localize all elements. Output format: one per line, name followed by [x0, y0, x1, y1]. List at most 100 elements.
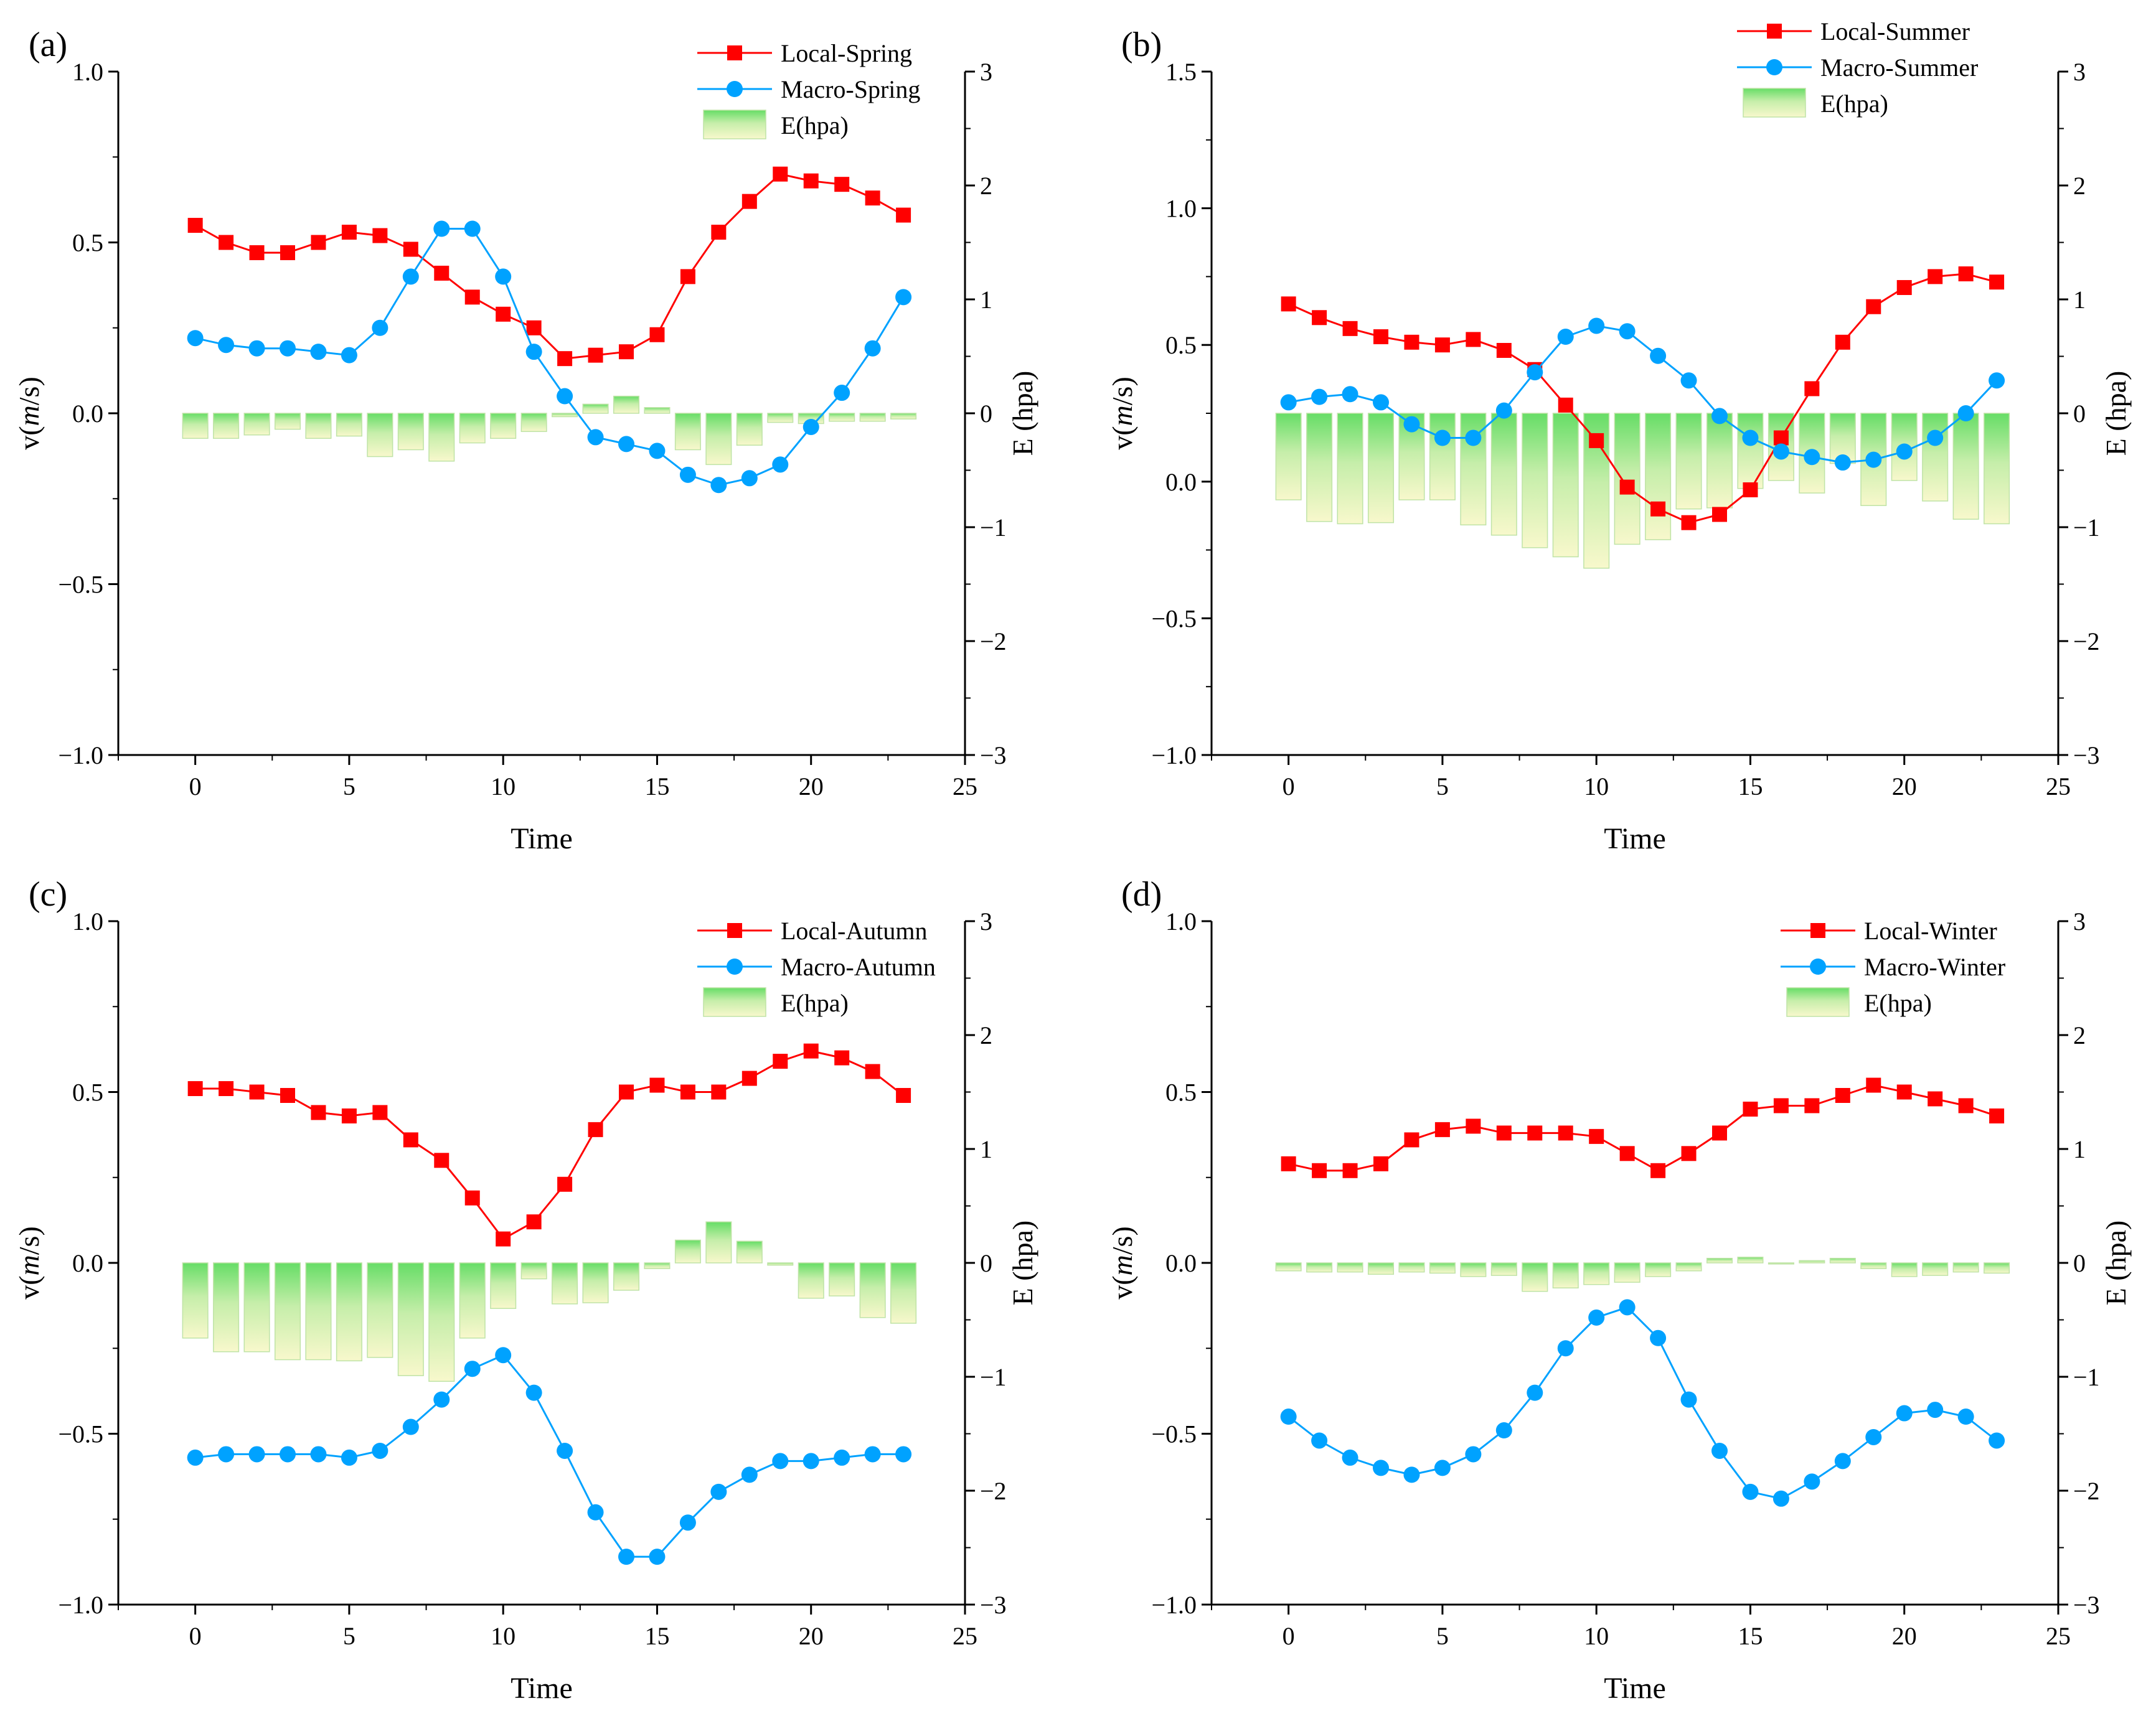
macro-point [803, 418, 819, 435]
y-tick-label: 0.5 [72, 1079, 103, 1107]
e-bar [890, 413, 917, 420]
e-bar [1860, 1262, 1887, 1269]
macro-point [710, 477, 727, 494]
local-point [434, 1153, 450, 1168]
local-point [741, 194, 757, 209]
panel-label: (d) [1121, 875, 1162, 914]
macro-point [310, 344, 327, 360]
x-tick-label: 10 [1584, 772, 1609, 800]
macro-point [1403, 1466, 1420, 1483]
macro-point [1865, 1428, 1882, 1445]
local-point [1773, 430, 1789, 446]
macro-point [1495, 402, 1512, 419]
e-bar [1552, 1262, 1579, 1289]
local-point [1312, 310, 1327, 326]
x-tick-label: 10 [491, 772, 515, 800]
e-bar [552, 413, 578, 418]
macro-point [525, 344, 542, 360]
e-bar [274, 413, 301, 430]
macro-point [772, 456, 789, 473]
y-axis-title-unit: m [13, 1255, 45, 1275]
x-axis-title: Time [1604, 822, 1666, 855]
e-bar [367, 413, 393, 457]
e-bar [274, 1262, 301, 1361]
legend: Local-Summer Macro-Summer E(hpa) [1737, 17, 1978, 118]
e-bar [644, 1262, 671, 1269]
e-bar [1737, 1257, 1764, 1264]
macro-point [1804, 1473, 1820, 1490]
macro-point [679, 466, 696, 483]
macro-point [1865, 451, 1882, 468]
local-point [1434, 337, 1450, 353]
macro-point [1834, 454, 1851, 471]
local-point [464, 289, 480, 305]
x-tick-label: 5 [1436, 1622, 1449, 1650]
bar-series-e [1275, 413, 2010, 569]
y-tick-label: −0.5 [58, 571, 103, 599]
macro-point [1495, 1422, 1512, 1439]
local-point [619, 344, 634, 360]
e-bar [674, 1239, 701, 1264]
legend-marker-macro [727, 959, 743, 975]
e-bar [1583, 1262, 1610, 1285]
local-point [1835, 1087, 1850, 1103]
series-line [195, 1354, 904, 1558]
macro-point [1588, 1309, 1605, 1326]
local-point [187, 218, 203, 233]
macro-point [1311, 1432, 1328, 1449]
y2-axis-title: E (hpa) [2100, 1221, 2132, 1306]
e-bar [705, 413, 732, 466]
e-bar [1429, 1262, 1456, 1274]
local-point [280, 1087, 295, 1103]
x-tick-label: 0 [189, 1622, 202, 1650]
local-point [1312, 1163, 1327, 1178]
e-bar [613, 395, 640, 414]
y2-tick-label: 0 [2073, 400, 2086, 428]
x-tick-label: 20 [799, 772, 824, 800]
y-tick-label: −0.5 [1151, 1420, 1197, 1448]
legend-label: E(hpa) [1820, 90, 1888, 118]
y2-tick-label: 3 [2073, 907, 2086, 935]
macro-point [433, 1391, 450, 1408]
y2-tick-label: −2 [2073, 627, 2100, 655]
e-bar [1337, 1262, 1363, 1273]
local-point [711, 1084, 727, 1100]
x-tick-label: 0 [1283, 772, 1295, 800]
e-bar [1429, 413, 1456, 500]
e-bar [736, 413, 763, 446]
y2-tick-label: 0 [980, 400, 992, 428]
local-point [1404, 1132, 1419, 1148]
macro-point [402, 268, 419, 285]
e-bar [305, 413, 332, 439]
macro-point [218, 1446, 235, 1463]
y-tick-label: 1.0 [72, 907, 103, 935]
legend-marker-macro [1810, 959, 1826, 975]
x-tick-label: 25 [2046, 772, 2071, 800]
local-point [372, 1105, 388, 1120]
macro-point [557, 388, 573, 405]
macro-point [1989, 372, 2005, 389]
legend-marker-local [1767, 24, 1782, 39]
local-point [219, 235, 234, 250]
y-tick-label: 1.0 [1165, 195, 1197, 223]
e-bar [1952, 1262, 1979, 1273]
local-point [1281, 1156, 1296, 1171]
macro-point [1680, 1391, 1697, 1408]
x-tick-label: 5 [1436, 772, 1449, 800]
e-bar [798, 1262, 824, 1299]
e-bar [582, 403, 609, 414]
legend-marker-macro [727, 81, 743, 97]
local-point [496, 306, 511, 322]
macro-point [1342, 1449, 1358, 1466]
macro-point [372, 319, 388, 336]
e-bar [1768, 1262, 1794, 1265]
macro-point [248, 340, 265, 357]
y2-tick-label: 2 [980, 1021, 992, 1049]
local-point [588, 1122, 603, 1137]
e-bar [520, 1262, 547, 1280]
e-bar [1922, 413, 1949, 502]
y2-tick-label: 3 [2073, 58, 2086, 86]
legend-label: E(hpa) [1864, 989, 1932, 1017]
y2-tick-label: 1 [2073, 286, 2086, 314]
